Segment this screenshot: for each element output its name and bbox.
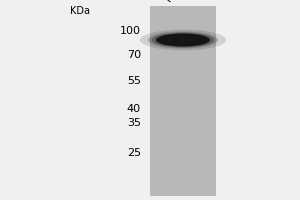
Ellipse shape (148, 32, 218, 48)
Text: 35: 35 (127, 118, 141, 128)
Text: MCF-7: MCF-7 (164, 0, 189, 3)
Text: 100: 100 (120, 26, 141, 36)
Text: KDa: KDa (70, 6, 90, 16)
Text: 40: 40 (127, 104, 141, 114)
Text: 55: 55 (127, 76, 141, 86)
Bar (150, 6, 216, 196)
Ellipse shape (140, 30, 226, 50)
Text: 70: 70 (127, 50, 141, 60)
Ellipse shape (152, 33, 214, 47)
Ellipse shape (156, 33, 210, 46)
Text: 25: 25 (127, 148, 141, 158)
